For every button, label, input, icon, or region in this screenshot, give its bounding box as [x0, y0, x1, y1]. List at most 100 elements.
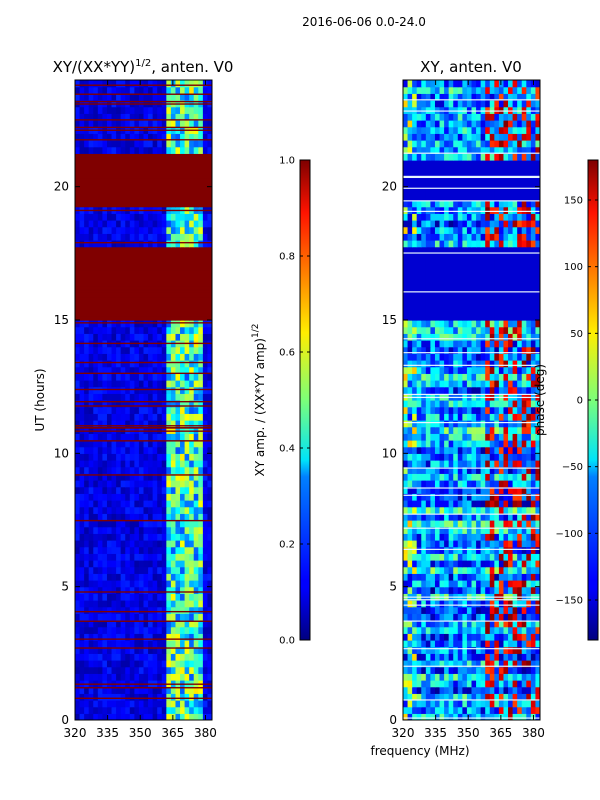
- heatmap-cell: [503, 586, 509, 594]
- heatmap-cell: [106, 586, 113, 594]
- heatmap-cell: [79, 466, 85, 474]
- amplitude-heatmap: [75, 80, 212, 720]
- heatmap-cell: [416, 580, 422, 588]
- heatmap-cell: [84, 433, 90, 441]
- heatmap-cell: [138, 553, 145, 561]
- heatmap-cell: [503, 706, 509, 714]
- heatmap-cell: [512, 520, 518, 528]
- heatmap-cell: [198, 666, 204, 674]
- heatmap-cell: [471, 640, 477, 648]
- heatmap-cell: [116, 653, 122, 661]
- heatmap-cell: [97, 360, 103, 368]
- heatmap-cell: [457, 446, 463, 454]
- heatmap-cell: [116, 406, 122, 414]
- heatmap-cell: [503, 373, 509, 381]
- heatmap-cell: [503, 486, 509, 494]
- heatmap-cell: [494, 566, 500, 574]
- heatmap-cell: [485, 580, 491, 588]
- heatmap-cell: [148, 180, 154, 188]
- heatmap-cell: [202, 493, 209, 501]
- heatmap-cell: [75, 360, 81, 368]
- figure-suptitle: 2016-06-06 0.0-24.0: [302, 15, 426, 29]
- heatmap-cell: [166, 633, 172, 641]
- heatmap-cell: [462, 660, 468, 668]
- heatmap-cell: [116, 660, 122, 668]
- heatmap-cell: [111, 700, 117, 708]
- heatmap-cell: [120, 320, 126, 328]
- heatmap-cell: [202, 626, 209, 634]
- heatmap-cell: [207, 320, 212, 328]
- heatmap-cell: [434, 620, 441, 628]
- heatmap-cell: [120, 660, 126, 668]
- heatmap-cell: [494, 453, 500, 461]
- heatmap-cell: [517, 540, 523, 548]
- heatmap-cell: [485, 466, 491, 474]
- heatmap-cell: [129, 420, 135, 428]
- heatmap-cell: [152, 173, 158, 181]
- heatmap-cell: [489, 613, 495, 621]
- heatmap-cell: [207, 260, 212, 268]
- heatmap-cell: [462, 693, 468, 701]
- heatmap-cell: [184, 540, 190, 548]
- heatmap-cell: [97, 686, 103, 694]
- heatmap-cell: [180, 426, 186, 434]
- heatmap-cell: [508, 686, 514, 694]
- heatmap-cell: [193, 453, 199, 461]
- heatmap-cell: [161, 713, 167, 720]
- heatmap-cell: [453, 646, 459, 654]
- heatmap-cell: [184, 333, 190, 341]
- heatmap-cell: [453, 513, 459, 521]
- heatmap-cell: [407, 293, 413, 301]
- heatmap-cell: [526, 566, 532, 574]
- heatmap-cell: [134, 646, 140, 654]
- heatmap-cell: [508, 646, 514, 654]
- heatmap-cell: [202, 646, 209, 654]
- heatmap-cell: [189, 373, 195, 381]
- heatmap-cell: [430, 280, 436, 288]
- heatmap-cell: [79, 513, 85, 521]
- heatmap-cell: [517, 433, 523, 441]
- heatmap-cell: [148, 546, 154, 554]
- heatmap-cell: [535, 480, 540, 488]
- heatmap-cell: [430, 266, 436, 274]
- heatmap-cell: [97, 446, 103, 454]
- heatmap-cell: [448, 633, 454, 641]
- heatmap-cell: [439, 380, 445, 388]
- heatmap-cell: [148, 620, 154, 628]
- heatmap-cell: [161, 380, 167, 388]
- heatmap-cell: [512, 653, 518, 661]
- heatmap-cell: [198, 600, 204, 608]
- heatmap-cell: [152, 146, 158, 154]
- heatmap-cell: [207, 200, 212, 208]
- flagged-row: [75, 126, 212, 129]
- heatmap-cell: [202, 686, 209, 694]
- heatmap-cell: [512, 426, 518, 434]
- heatmap-cell: [434, 546, 441, 554]
- heatmap-cell: [97, 466, 103, 474]
- heatmap-cell: [157, 493, 163, 501]
- heatmap-cell: [430, 293, 436, 301]
- heatmap-cell: [106, 233, 113, 241]
- heatmap-cell: [180, 113, 186, 121]
- heatmap-cell: [148, 586, 154, 594]
- heatmap-cell: [485, 540, 491, 548]
- heatmap-cell: [88, 626, 94, 634]
- heatmap-cell: [457, 353, 463, 361]
- heatmap-cell: [485, 386, 491, 394]
- heatmap-cell: [485, 400, 491, 408]
- heatmap-cell: [439, 386, 445, 394]
- heatmap-cell: [84, 386, 90, 394]
- heatmap-cell: [430, 580, 436, 588]
- heatmap-cell: [152, 280, 158, 288]
- heatmap-cell: [485, 500, 491, 508]
- heatmap-cell: [157, 440, 163, 448]
- heatmap-cell: [476, 586, 482, 594]
- heatmap-cell: [116, 413, 122, 421]
- flagged-row: [75, 474, 212, 476]
- heatmap-cell: [430, 533, 436, 541]
- heatmap-cell: [480, 706, 486, 714]
- heatmap-cell: [412, 660, 418, 668]
- heatmap-cell: [421, 706, 427, 714]
- heatmap-cell: [148, 200, 154, 208]
- heatmap-cell: [430, 613, 436, 621]
